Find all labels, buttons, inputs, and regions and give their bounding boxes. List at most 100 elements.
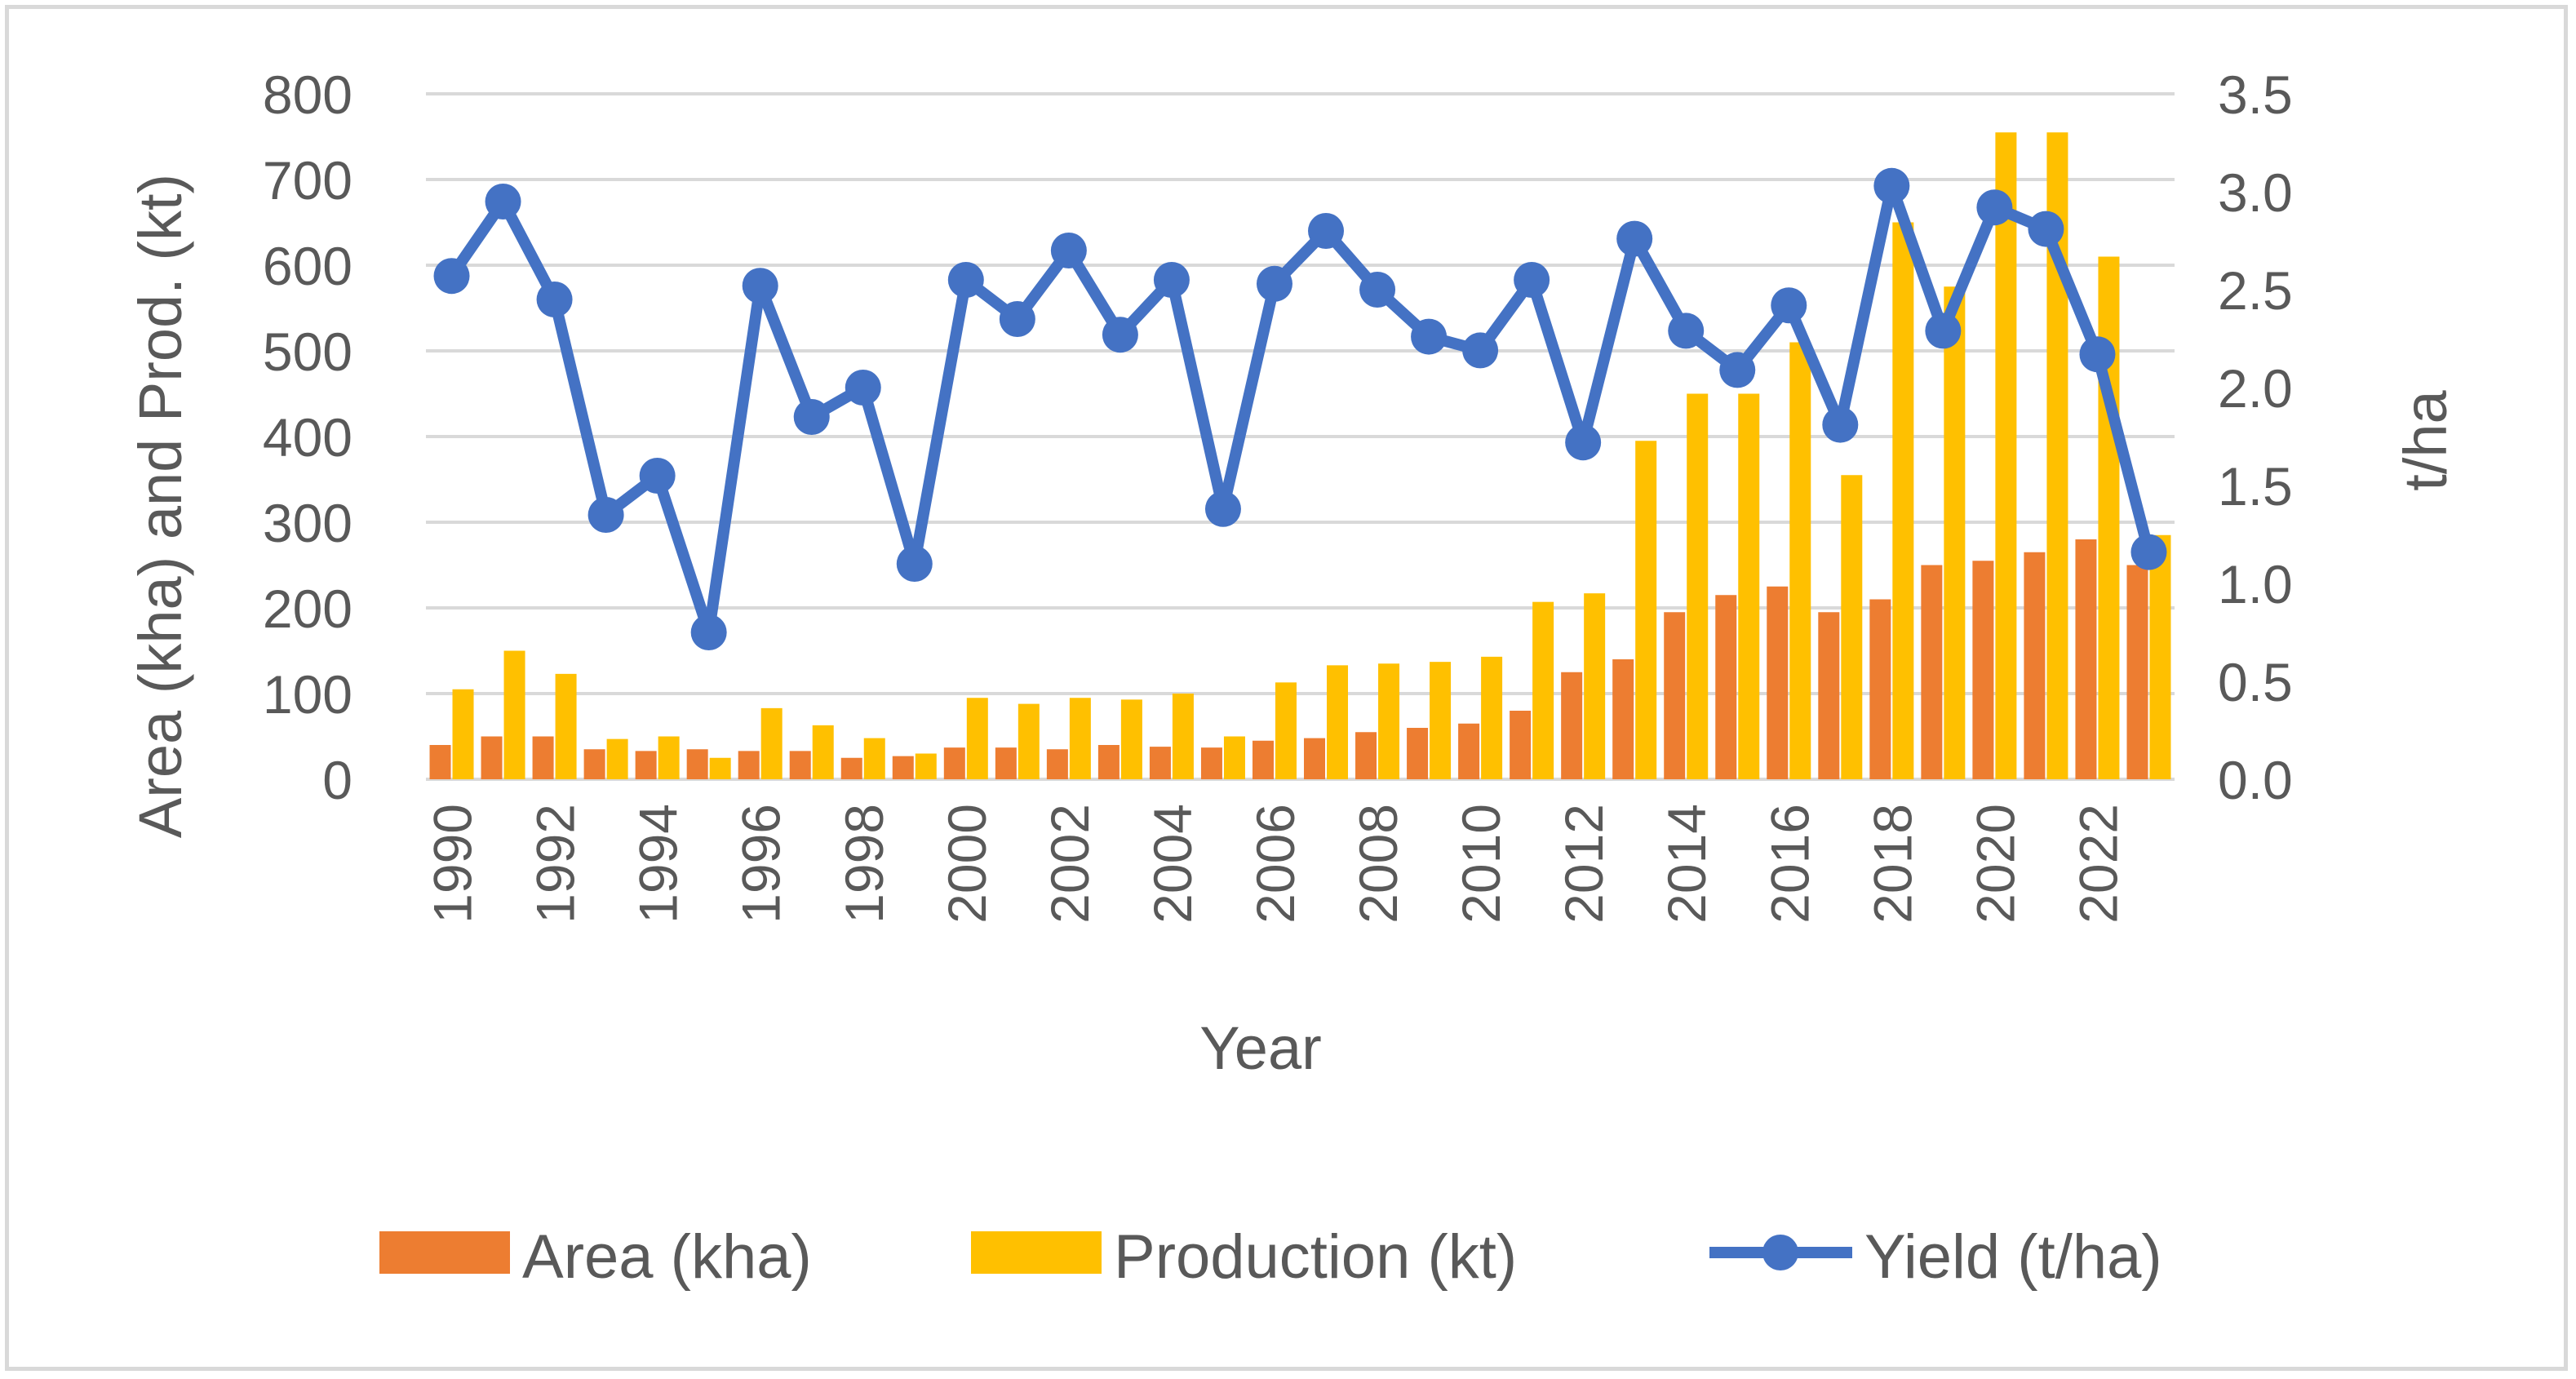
- x-tick-label: 2004: [1142, 804, 1203, 924]
- bar-area-2007: [1304, 738, 1326, 779]
- bar-area-2022: [2075, 539, 2097, 779]
- y2-axis-title: t/ha: [2392, 389, 2459, 490]
- y-tick-label: 200: [263, 579, 352, 639]
- yield-line-group: [433, 167, 2167, 650]
- x-tick-label: 2016: [1759, 804, 1820, 924]
- bar-area-2013: [1612, 659, 1634, 779]
- yield-point-1997: [793, 399, 830, 435]
- bar-area-2019: [1921, 565, 1943, 779]
- bar-production-2008: [1378, 663, 1400, 779]
- x-tick-label: 2022: [2068, 804, 2128, 924]
- bar-production-2013: [1635, 441, 1657, 779]
- bar-area-1994: [635, 751, 657, 779]
- yield-point-2018: [1873, 167, 1910, 204]
- y-tick-label: 500: [263, 321, 352, 382]
- x-tick-label: 2006: [1245, 804, 1306, 924]
- bar-production-2003: [1120, 699, 1142, 779]
- bar-area-1995: [686, 749, 708, 779]
- yield-point-2019: [1925, 313, 1962, 349]
- yield-point-2007: [1308, 213, 1345, 249]
- y-tick-label: 100: [263, 664, 352, 725]
- y-axis-left: 0 100 200 300 400 500 600 700 800: [263, 64, 352, 810]
- yield-point-2010: [1462, 332, 1499, 369]
- y2-tick-label: 1.5: [2218, 456, 2293, 517]
- yield-point-2021: [2028, 211, 2064, 247]
- bar-production-2019: [1944, 286, 1966, 779]
- y2-tick-label: 3.0: [2218, 162, 2293, 223]
- x-tick-label: 2014: [1656, 804, 1717, 924]
- bar-area-2014: [1664, 612, 1686, 779]
- bar-production-2017: [1841, 475, 1863, 779]
- bar-area-1998: [840, 757, 862, 779]
- y-tick-label: 700: [263, 150, 352, 211]
- bar-production-2023: [2149, 534, 2171, 779]
- bar-area-2000: [943, 747, 965, 779]
- bar-production-1998: [863, 738, 885, 779]
- bar-area-1992: [532, 736, 554, 779]
- x-tick-label: 2020: [1965, 804, 2025, 924]
- bar-production-2009: [1430, 662, 1452, 779]
- yield-point-2023: [2130, 534, 2167, 570]
- x-tick-label: 2008: [1348, 804, 1408, 924]
- bar-area-2002: [1046, 749, 1068, 779]
- bar-production-2000: [966, 698, 988, 779]
- x-tick-label: 2002: [1040, 804, 1100, 924]
- bar-production-1992: [555, 673, 577, 779]
- x-tick-label: 2000: [937, 804, 997, 924]
- bar-area-2003: [1097, 745, 1120, 779]
- legend-swatch-area: [379, 1231, 510, 1274]
- bar-production-2016: [1789, 342, 1811, 779]
- bar-production-1991: [503, 650, 525, 779]
- yield-point-2016: [1771, 287, 1807, 324]
- y-tick-label: 0: [322, 750, 352, 810]
- bar-production-2006: [1275, 682, 1297, 779]
- yield-point-1994: [639, 458, 676, 494]
- yield-point-2004: [1153, 262, 1190, 298]
- yield-point-2013: [1616, 220, 1653, 257]
- bar-area-2004: [1149, 747, 1171, 779]
- legend-label-production: Production (kt): [1114, 1222, 1517, 1292]
- bar-area-2020: [1972, 561, 1994, 779]
- y2-tick-label: 0.0: [2218, 750, 2293, 810]
- y2-tick-label: 2.5: [2218, 260, 2293, 321]
- x-tick-label: 2018: [1862, 804, 1922, 924]
- y-tick-label: 300: [263, 493, 352, 553]
- bar-area-2016: [1767, 586, 1789, 779]
- bars-group: [429, 132, 2171, 779]
- yield-point-2005: [1204, 490, 1241, 527]
- yield-point-1992: [536, 282, 573, 317]
- yield-point-1998: [845, 370, 881, 406]
- bar-area-2017: [1818, 612, 1840, 779]
- y2-tick-label: 3.5: [2218, 64, 2293, 125]
- yield-point-2012: [1565, 424, 1602, 461]
- x-tick-label: 1994: [628, 804, 689, 924]
- x-tick-label: 1998: [834, 804, 894, 924]
- yield-point-1999: [896, 546, 933, 582]
- yield-point-2014: [1668, 313, 1705, 349]
- bar-area-2011: [1510, 711, 1532, 779]
- y-tick-label: 800: [263, 64, 352, 125]
- x-axis: 1990 1992 1994 1996 1998 2000 2002 2004 2006 2008…: [423, 804, 2129, 924]
- bar-production-1999: [915, 753, 937, 779]
- y2-tick-label: 0.5: [2218, 652, 2293, 712]
- bar-production-2010: [1481, 656, 1503, 779]
- bar-production-2004: [1172, 694, 1194, 779]
- y-tick-label: 400: [263, 407, 352, 468]
- bar-production-1993: [606, 738, 628, 779]
- legend-label-area: Area (kha): [522, 1222, 812, 1292]
- yield-point-2003: [1102, 317, 1138, 353]
- bar-production-1997: [812, 725, 834, 779]
- bar-production-2020: [1995, 132, 2017, 779]
- bar-production-2014: [1687, 393, 1709, 779]
- bar-production-1996: [760, 707, 783, 779]
- bar-area-1991: [481, 736, 503, 779]
- yield-point-2002: [1050, 233, 1087, 268]
- bar-area-2005: [1200, 747, 1222, 779]
- bar-production-2011: [1532, 601, 1554, 779]
- yield-point-2008: [1359, 272, 1396, 308]
- bar-area-2012: [1561, 672, 1583, 779]
- yield-line: [446, 180, 2155, 638]
- bar-area-1993: [583, 749, 605, 779]
- bar-production-1990: [452, 689, 474, 779]
- bar-area-2015: [1715, 595, 1737, 779]
